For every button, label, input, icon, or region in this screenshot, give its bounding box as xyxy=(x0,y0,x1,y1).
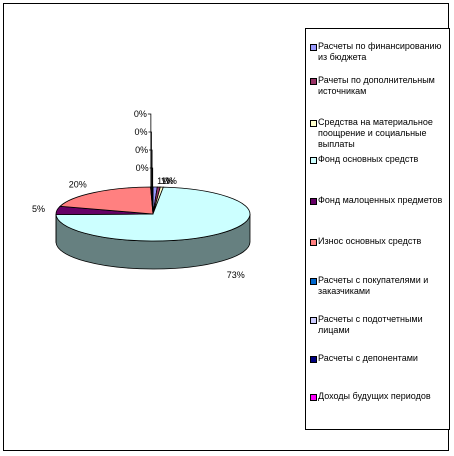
legend-swatch-7 xyxy=(310,317,317,324)
legend-label-8: Расчеты с депонентами xyxy=(318,353,418,363)
data-label-0: 1% xyxy=(157,176,170,186)
legend-label-1: Рачеты по дополнительным источникам xyxy=(318,75,435,96)
legend-swatch-3 xyxy=(310,157,317,164)
data-label-9: 0% xyxy=(136,163,149,173)
legend-label-2: Средства на материальное поощрение и соц… xyxy=(318,117,433,149)
leader-line-6 xyxy=(147,113,152,188)
data-label-7: 0% xyxy=(134,127,147,137)
legend-swatch-4 xyxy=(310,198,317,205)
data-label-6: 0% xyxy=(134,109,147,119)
legend-swatch-8 xyxy=(310,356,317,363)
legend-swatch-9 xyxy=(310,394,317,401)
legend-label-3: Фонд основных средств xyxy=(318,154,419,164)
data-labels: 73%5%20% 1%1%0%0%0%0%0% xyxy=(32,109,245,280)
legend-label-6: Расчеты с покупателями и заказчиками xyxy=(318,275,429,296)
pie-top-faces xyxy=(55,186,251,242)
legend-swatch-6 xyxy=(310,278,317,285)
legend: Расчеты по финансированию из бюджета Раче… xyxy=(305,28,450,430)
legend-swatch-2 xyxy=(310,120,317,127)
data-label-3: 73% xyxy=(227,270,245,280)
data-label-8: 0% xyxy=(135,145,148,155)
data-label-4: 5% xyxy=(32,204,45,214)
legend-label-7: Расчеты с подотчетными лицами xyxy=(318,314,423,335)
legend-swatch-5 xyxy=(310,239,317,246)
pie-chart: 73%5%20% 1%1%0%0%0%0%0% xyxy=(32,109,251,280)
legend-label-5: Износ основных средств xyxy=(318,236,422,246)
chart-area: 73% 5% 20% 1% 1% 0% 0% 0% 0% 0% Расчеты по финанс… xyxy=(3,3,450,451)
leader-line-7 xyxy=(148,131,152,188)
legend-swatch-0 xyxy=(310,44,317,51)
leader-line-9 xyxy=(149,167,154,188)
leader-line-8 xyxy=(149,149,153,188)
legend-label-9: Доходы будущих периодов xyxy=(318,391,431,401)
data-label-2: 0% xyxy=(164,176,177,186)
legend-label-4: Фонд малоценных предметов xyxy=(318,195,443,205)
legend-swatch-1 xyxy=(310,78,317,85)
pie-slice-5 xyxy=(59,186,154,215)
data-label-1: 1% xyxy=(161,176,174,186)
legend-label-0: Расчеты по финансированию из бюджета xyxy=(318,41,442,62)
data-label-5: 20% xyxy=(69,180,87,190)
